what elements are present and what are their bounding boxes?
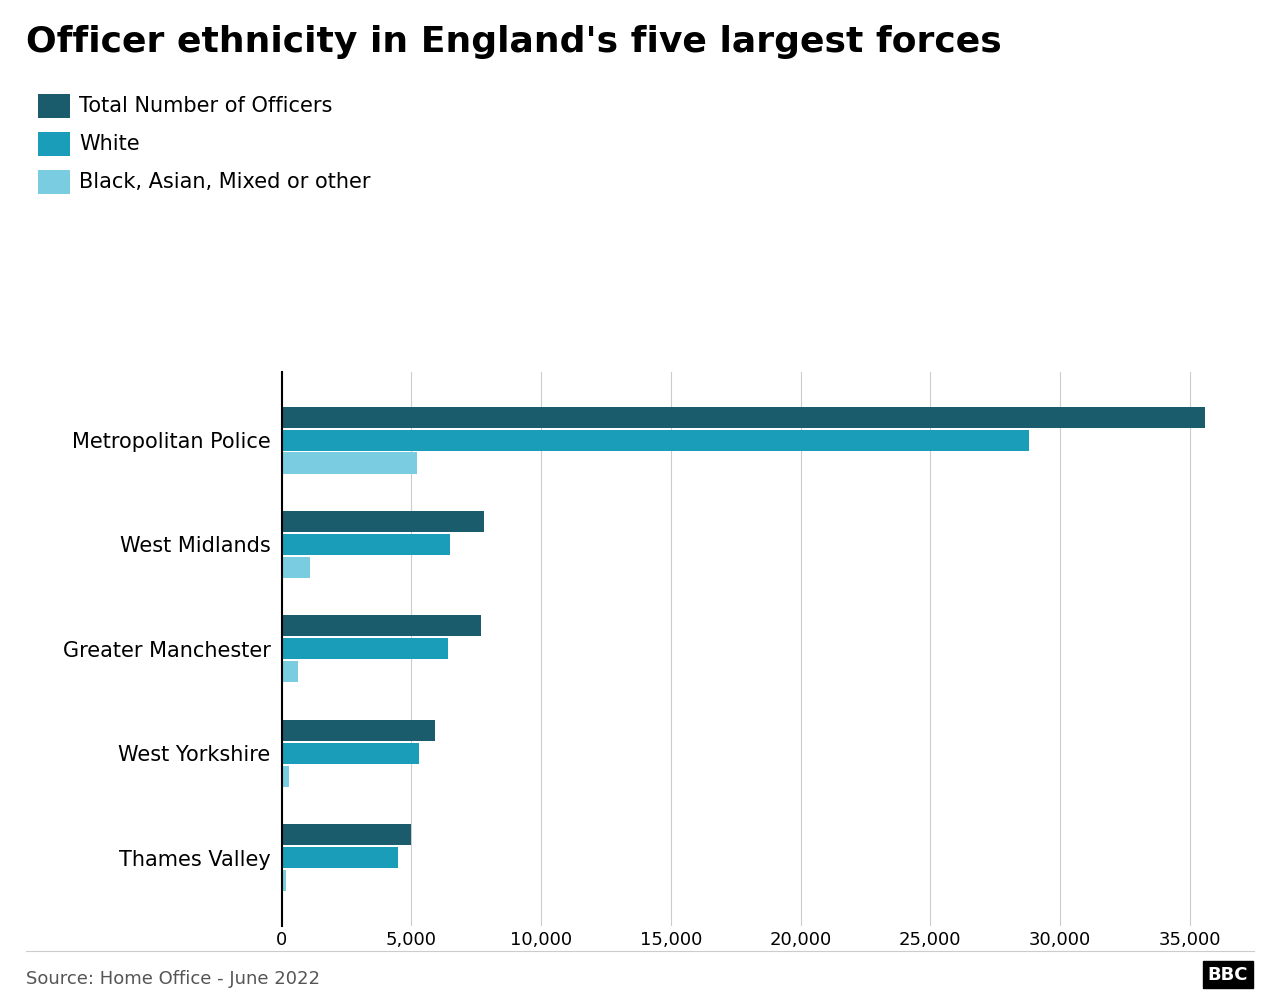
Text: Black, Asian, Mixed or other: Black, Asian, Mixed or other bbox=[79, 172, 371, 192]
Bar bbox=[282, 661, 298, 682]
Bar bbox=[282, 534, 451, 555]
Text: White: White bbox=[79, 134, 140, 154]
Bar bbox=[282, 557, 310, 578]
Bar bbox=[282, 766, 289, 787]
Text: BBC: BBC bbox=[1207, 966, 1248, 984]
Bar bbox=[282, 847, 398, 868]
Bar bbox=[282, 406, 1206, 428]
Bar bbox=[282, 742, 419, 764]
Bar bbox=[282, 638, 448, 660]
Text: Source: Home Office - June 2022: Source: Home Office - June 2022 bbox=[26, 970, 320, 988]
Bar bbox=[282, 870, 287, 891]
Text: Officer ethnicity in England's five largest forces: Officer ethnicity in England's five larg… bbox=[26, 25, 1001, 59]
Bar bbox=[282, 453, 416, 474]
Bar bbox=[282, 430, 1029, 451]
Text: Total Number of Officers: Total Number of Officers bbox=[79, 96, 333, 116]
Bar bbox=[282, 616, 481, 637]
Bar bbox=[282, 824, 411, 845]
Bar bbox=[282, 511, 484, 532]
Bar bbox=[282, 719, 435, 740]
